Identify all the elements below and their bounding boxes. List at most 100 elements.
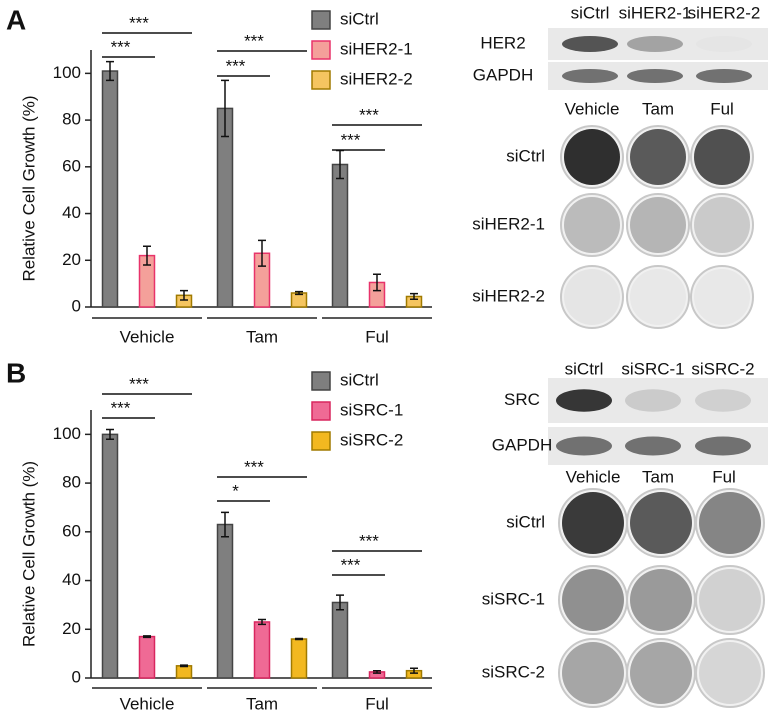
y-tick-label: 100 [53, 63, 81, 82]
bar [101, 70, 119, 308]
significance-label: *** [226, 56, 246, 75]
colony-well [695, 638, 765, 708]
colony-density [630, 492, 692, 554]
legend-swatch [311, 70, 331, 90]
error-bar [258, 239, 266, 267]
bar [253, 621, 271, 679]
x-tick-label: Tam [246, 327, 278, 346]
error-bar [143, 635, 151, 639]
colony-density [699, 569, 761, 631]
significance-label: * [232, 481, 239, 500]
lane-label: siCtrl [565, 359, 604, 378]
bar [216, 107, 234, 308]
blot-band [696, 36, 752, 52]
row-label: siCtrl [506, 146, 545, 165]
legend-swatch [311, 10, 331, 30]
legend-label: siHER2-2 [340, 69, 413, 88]
row-label: siSRC-2 [482, 662, 545, 681]
lane-label: siSRC-1 [621, 359, 684, 378]
lane-label: siSRC-2 [691, 359, 754, 378]
blot-band [627, 36, 683, 52]
blot-band [696, 69, 752, 83]
significance-label: *** [111, 37, 131, 56]
error-bar [221, 79, 229, 138]
row-label: siCtrl [506, 512, 545, 531]
significance-label: *** [341, 555, 361, 574]
x-tick-label: Ful [365, 694, 389, 713]
band-label: GAPDH [473, 65, 533, 84]
colony-density [630, 642, 692, 704]
colony-density [562, 569, 624, 631]
significance-label: *** [129, 374, 149, 393]
blot-band [556, 436, 612, 456]
band-label: GAPDH [492, 435, 552, 454]
colony-well [626, 265, 690, 329]
legend-label: siSRC-1 [340, 400, 403, 419]
y-tick-label: 80 [62, 110, 81, 129]
blot-band [695, 389, 751, 412]
colony-well [560, 193, 624, 257]
treatment-label: Ful [710, 99, 734, 118]
lane-label: siHER2-2 [688, 3, 761, 22]
y-tick-label: 0 [72, 296, 81, 315]
error-bar [221, 511, 229, 538]
bar [175, 665, 193, 679]
y-tick-label: 60 [62, 156, 81, 175]
legend-label: siCtrl [340, 370, 379, 389]
bar [290, 638, 308, 679]
row-label: siHER2-2 [472, 286, 545, 305]
y-tick-label: 40 [62, 203, 81, 222]
legend-swatch [311, 371, 331, 391]
colony-density [564, 129, 620, 185]
bar [331, 601, 349, 679]
error-bar [373, 273, 381, 292]
blot-band [562, 69, 618, 83]
lane-label: siHER2-1 [619, 3, 692, 22]
significance-label: *** [244, 31, 264, 50]
colony-well [695, 565, 765, 635]
colony-density [694, 269, 750, 325]
y-tick-label: 100 [53, 424, 81, 443]
colony-density [694, 129, 750, 185]
error-bar [180, 289, 188, 301]
error-bar [295, 637, 303, 641]
colony-density [630, 129, 686, 185]
blot-band [625, 436, 681, 456]
colony-density [630, 197, 686, 253]
panel-label: B [6, 357, 26, 388]
colony-well [626, 193, 690, 257]
error-bar [106, 428, 114, 440]
error-bar [373, 669, 381, 674]
y-tick-label: 20 [62, 250, 81, 269]
treatment-label: Ful [712, 467, 736, 486]
bar [331, 163, 349, 308]
blot-band [625, 389, 681, 412]
legend-swatch [311, 40, 331, 60]
colony-density [699, 642, 761, 704]
bar [138, 635, 156, 679]
x-tick-label: Vehicle [120, 694, 175, 713]
colony-well [560, 265, 624, 329]
significance-label: *** [111, 398, 131, 417]
colony-density [630, 269, 686, 325]
error-bar [180, 664, 188, 668]
x-tick-label: Vehicle [120, 327, 175, 346]
blot-band [627, 69, 683, 83]
treatment-label: Vehicle [565, 99, 620, 118]
legend-label: siSRC-2 [340, 430, 403, 449]
x-tick-label: Tam [246, 694, 278, 713]
blot-band [695, 436, 751, 456]
error-bar [336, 594, 344, 611]
row-label: siSRC-1 [482, 589, 545, 608]
treatment-label: Tam [642, 467, 674, 486]
colony-density [564, 197, 620, 253]
row-label: siHER2-1 [472, 214, 545, 233]
legend-swatch [311, 401, 331, 421]
y-tick-label: 80 [62, 473, 81, 492]
legend-swatch [311, 431, 331, 451]
blot-band [562, 36, 618, 52]
bar [101, 433, 119, 679]
colony-density [562, 492, 624, 554]
error-bar [143, 245, 151, 266]
